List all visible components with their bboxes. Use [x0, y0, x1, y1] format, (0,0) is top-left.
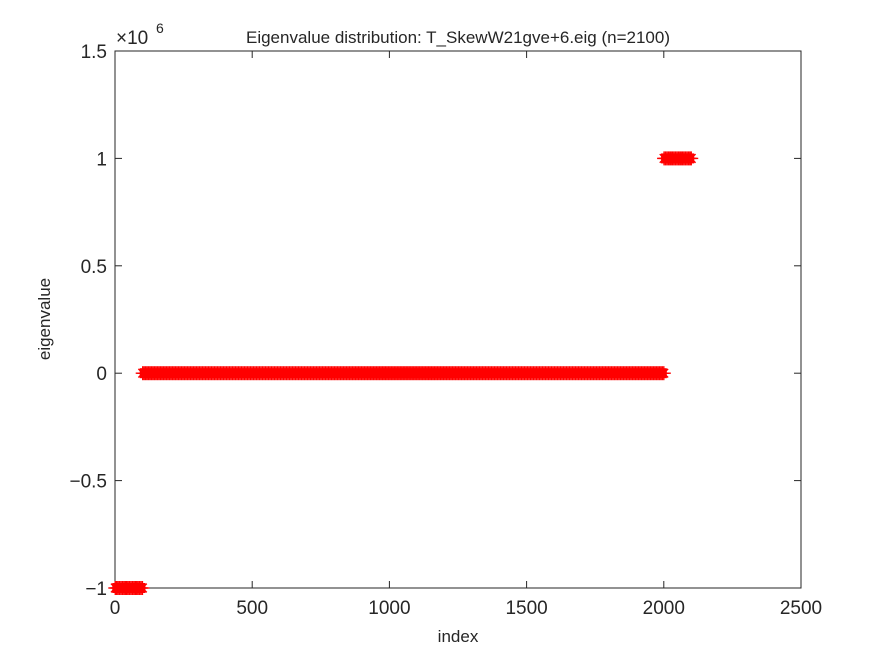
x-tick-label: 1500 [505, 598, 547, 619]
data-run-band [139, 368, 667, 379]
y-axis-exponent-power: 6 [156, 20, 164, 36]
y-tick-label: 0.5 [81, 257, 107, 278]
data-run-band [112, 583, 146, 593]
data-run-band [661, 153, 695, 164]
x-axis-ticks: 0 500 1000 1500 2000 2500 [110, 51, 822, 619]
y-tick-label: 0 [96, 364, 107, 385]
y-tick-label: −1 [85, 579, 107, 600]
x-tick-label: 2500 [780, 598, 822, 619]
y-tick-label: −0.5 [69, 472, 107, 493]
x-tick-label: 2000 [643, 598, 685, 619]
x-tick-label: 1000 [368, 598, 410, 619]
x-axis-label: index [438, 627, 479, 646]
x-tick-label: 500 [236, 598, 268, 619]
chart-title: Eigenvalue distribution: T_SkewW21gve+6.… [246, 28, 670, 47]
data-markers [108, 151, 699, 595]
y-axis-exponent-base: ×10 [116, 28, 148, 49]
y-tick-label: 1.5 [81, 42, 107, 63]
y-tick-label: 1 [96, 149, 107, 170]
y-axis-label: eigenvalue [35, 278, 54, 360]
plot-area [114, 50, 802, 589]
y-axis-ticks: −1 −0.5 0 0.5 1 1.5 [69, 42, 801, 600]
x-tick-label: 0 [110, 598, 121, 619]
